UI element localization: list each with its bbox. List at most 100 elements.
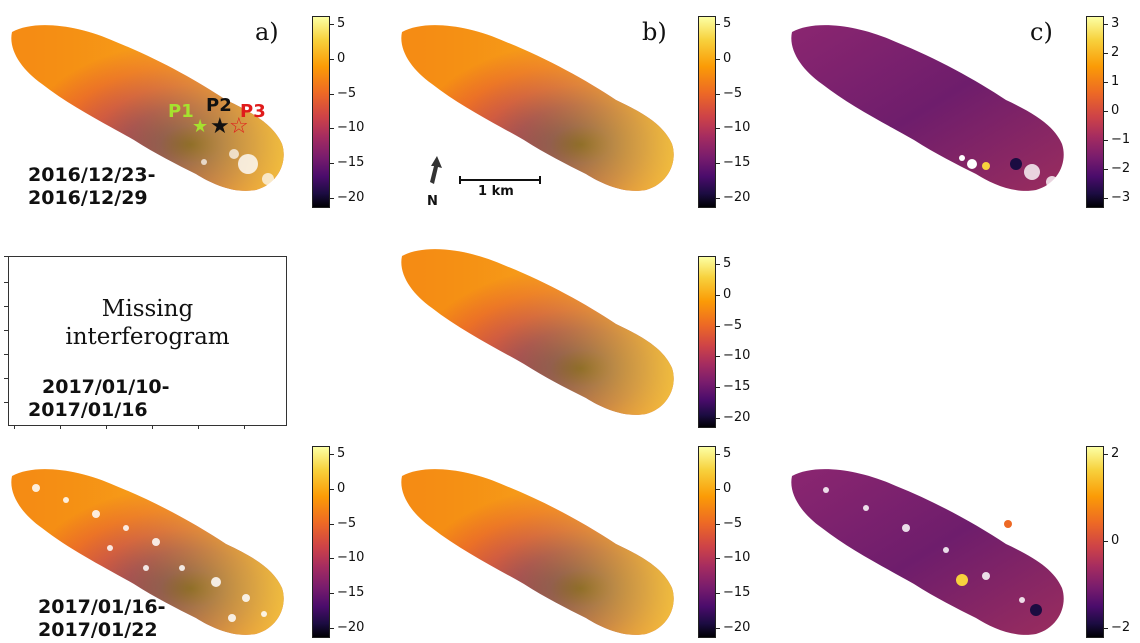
marker-p2-star-icon: ★ (210, 114, 230, 139)
colorbar-b-row1-tick (715, 59, 720, 60)
colorbar-c-row3: 2 0 −2 (1086, 446, 1140, 638)
panel-label-b: b) (642, 18, 667, 46)
date-start-row3: 2017/01/16- (38, 596, 166, 618)
colorbar-c-row1-gradient (1086, 16, 1104, 208)
date-end-row3: 2017/01/22 (38, 619, 158, 641)
colorbar-b-row3-tick-label: −20 (723, 620, 751, 635)
colorbar-c-row1-tick-label: 2 (1111, 45, 1120, 60)
colorbar-a-row3: 5 0 −5 −10 −15 −20 (312, 446, 372, 638)
colorbar-b-row2-tick (715, 295, 720, 296)
colorbar-b-row1-tick (715, 163, 720, 164)
colorbar-b-row1-tick (715, 24, 720, 25)
axis-tick-left (4, 354, 8, 355)
colorbar-c-row1-tick-label: −2 (1111, 161, 1131, 176)
colorbar-a-row1-tick-label: −10 (337, 120, 365, 135)
colorbar-b-row3-tick-label: −10 (723, 550, 751, 565)
colorbar-a-row3-tick (329, 489, 334, 490)
colorbar-c-row3-tick (1103, 454, 1108, 455)
colorbar-b-row3-gradient (698, 446, 716, 638)
date-start-row1: 2016/12/23- (28, 164, 156, 186)
colorbar-c-row1-tick (1103, 169, 1108, 170)
colorbar-a-row3-gradient (312, 446, 330, 638)
colorbar-b-row1-tick-label: 5 (723, 16, 732, 31)
colorbar-c-row1-tick-label: −1 (1111, 132, 1131, 147)
colorbar-c-row3-tick-label: −2 (1111, 620, 1131, 635)
axis-tick-bottom (198, 425, 199, 429)
colorbar-c-row3-tick-label: 2 (1111, 446, 1120, 461)
marker-p3-label: P3 (240, 101, 266, 122)
axis-tick-left (4, 378, 8, 379)
date-label-row2: 2017/01/10- 2017/01/16 (28, 376, 170, 422)
colorbar-b-row2-tick (715, 326, 720, 327)
date-label-row1: 2016/12/23- 2016/12/29 (28, 164, 156, 210)
colorbar-b-row1-tick-label: 0 (723, 51, 732, 66)
map-row1-col-c (786, 14, 1076, 194)
colorbar-b-row2-gradient (698, 256, 716, 428)
scale-bar (459, 176, 541, 184)
colorbar-b-row2: 5 0 −5 −10 −15 −20 (698, 256, 758, 428)
axis-tick-left (4, 282, 8, 283)
colorbar-a-row1-tick-label: 0 (337, 51, 346, 66)
colorbar-b-row1-tick (715, 198, 720, 199)
marker-p1-star-icon: ★ (192, 116, 209, 137)
date-end-row2: 2017/01/16 (28, 399, 148, 421)
panel-label-c: c) (1030, 18, 1053, 46)
colorbar-c-row1-tick (1103, 111, 1108, 112)
colorbar-b-row1-gradient (698, 16, 716, 208)
colorbar-b-row3-tick (715, 628, 720, 629)
date-label-row3: 2017/01/16- 2017/01/22 (38, 596, 166, 642)
marker-p3-star-icon: ☆ (229, 114, 249, 139)
map-row3-col-a (6, 458, 296, 638)
colorbar-a-row1-tick (329, 128, 334, 129)
axis-tick-bottom (14, 425, 15, 429)
colorbar-c-row1-tick (1103, 53, 1108, 54)
colorbar-a-row1-tick (329, 94, 334, 95)
colorbar-c-row1-tick (1103, 82, 1108, 83)
colorbar-c-row3-tick (1103, 628, 1108, 629)
colorbar-a-row3-tick-label: −10 (337, 550, 365, 565)
colorbar-b-row1-tick-label: −15 (723, 155, 751, 170)
colorbar-b-row1-tick-label: −20 (723, 190, 751, 205)
colorbar-b-row2-tick-label: −15 (723, 379, 751, 394)
colorbar-b-row2-tick-label: −10 (723, 348, 751, 363)
axis-tick-bottom (106, 425, 107, 429)
colorbar-a-row3-tick-label: 5 (337, 446, 346, 461)
colorbar-c-row1-tick-label: −3 (1111, 190, 1131, 205)
axis-tick-left (4, 306, 8, 307)
colorbar-b-row2-tick-label: −5 (723, 318, 743, 333)
colorbar-a-row1-gradient (312, 16, 330, 208)
colorbar-b-row1-tick (715, 128, 720, 129)
colorbar-c-row1-tick-label: 3 (1111, 16, 1120, 31)
colorbar-a-row1-tick-label: 5 (337, 16, 346, 31)
colorbar-b-row3-tick-label: −5 (723, 516, 743, 531)
colorbar-a-row3-tick (329, 454, 334, 455)
missing-interferogram-text: Missing interferogram (9, 295, 286, 351)
colorbar-b-row2-tick-label: 0 (723, 287, 732, 302)
colorbar-c-row1-tick (1103, 24, 1108, 25)
north-label: N (427, 194, 438, 209)
colorbar-b-row2-tick-label: 5 (723, 256, 732, 271)
colorbar-a-row1-tick-label: −15 (337, 155, 365, 170)
missing-line1: Missing (101, 296, 194, 322)
colorbar-b-row2-tick (715, 387, 720, 388)
missing-interferogram-box: Missing interferogram (8, 256, 287, 426)
colorbar-a-row3-tick (329, 558, 334, 559)
colorbar-b-row3-tick (715, 454, 720, 455)
colorbar-c-row3-gradient (1086, 446, 1104, 638)
colorbar-c-row3-tick (1103, 541, 1108, 542)
colorbar-b-row3-tick-label: 0 (723, 481, 732, 496)
axis-tick-bottom (244, 425, 245, 429)
map-row3-col-b (396, 458, 686, 638)
colorbar-b-row2-tick (715, 264, 720, 265)
axis-tick-left (4, 330, 8, 331)
colorbar-b-row3-tick (715, 524, 720, 525)
colorbar-c-row1-tick (1103, 140, 1108, 141)
colorbar-a-row1: 5 0 −5 −10 −15 −20 (312, 16, 372, 208)
colorbar-b-row3-tick (715, 558, 720, 559)
colorbar-b-row1-tick (715, 94, 720, 95)
map-row2-col-b (396, 238, 686, 418)
north-arrow-icon (424, 154, 444, 194)
date-end-row1: 2016/12/29 (28, 187, 148, 209)
colorbar-c-row1-tick-label: 0 (1111, 103, 1120, 118)
colorbar-a-row3-tick (329, 593, 334, 594)
